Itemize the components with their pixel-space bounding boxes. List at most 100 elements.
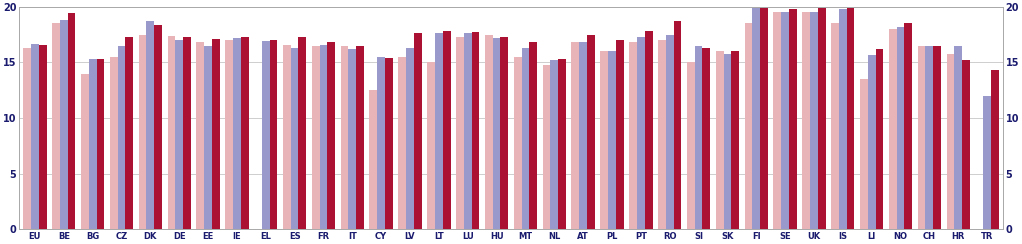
- Bar: [818, 7, 826, 229]
- Bar: [600, 51, 608, 229]
- Bar: [774, 12, 781, 229]
- Bar: [860, 79, 868, 229]
- Bar: [991, 70, 998, 229]
- Bar: [846, 7, 854, 229]
- Bar: [745, 23, 752, 229]
- Bar: [933, 46, 941, 229]
- Bar: [889, 29, 896, 229]
- Bar: [760, 0, 768, 229]
- Bar: [558, 59, 566, 229]
- Bar: [357, 46, 364, 229]
- Bar: [810, 12, 818, 229]
- Bar: [616, 40, 623, 229]
- Bar: [896, 27, 904, 229]
- Bar: [781, 12, 789, 229]
- Bar: [501, 37, 508, 229]
- Bar: [702, 48, 710, 229]
- Bar: [399, 57, 406, 229]
- Bar: [752, 1, 760, 229]
- Bar: [118, 46, 126, 229]
- Bar: [146, 21, 154, 229]
- Bar: [579, 42, 587, 229]
- Bar: [983, 96, 991, 229]
- Bar: [789, 9, 797, 229]
- Bar: [802, 12, 810, 229]
- Bar: [204, 46, 212, 229]
- Bar: [377, 57, 385, 229]
- Bar: [126, 37, 133, 229]
- Bar: [109, 57, 118, 229]
- Bar: [270, 40, 277, 229]
- Bar: [493, 38, 501, 229]
- Bar: [290, 48, 298, 229]
- Bar: [946, 53, 955, 229]
- Bar: [637, 37, 645, 229]
- Bar: [414, 33, 422, 229]
- Bar: [456, 37, 464, 229]
- Bar: [630, 42, 637, 229]
- Bar: [435, 33, 443, 229]
- Bar: [320, 45, 327, 229]
- Bar: [695, 46, 702, 229]
- Bar: [551, 60, 558, 229]
- Bar: [715, 51, 724, 229]
- Bar: [283, 45, 290, 229]
- Bar: [52, 23, 60, 229]
- Bar: [31, 43, 39, 229]
- Bar: [673, 21, 682, 229]
- Bar: [521, 48, 529, 229]
- Bar: [241, 37, 248, 229]
- Bar: [340, 46, 349, 229]
- Bar: [370, 90, 377, 229]
- Bar: [312, 46, 320, 229]
- Bar: [233, 38, 241, 229]
- Bar: [385, 58, 392, 229]
- Bar: [608, 51, 616, 229]
- Bar: [60, 20, 67, 229]
- Bar: [868, 55, 876, 229]
- Bar: [168, 36, 176, 229]
- Bar: [918, 46, 926, 229]
- Bar: [926, 46, 933, 229]
- Bar: [732, 51, 739, 229]
- Bar: [529, 42, 538, 229]
- Bar: [262, 41, 270, 229]
- Bar: [687, 62, 695, 229]
- Bar: [904, 23, 913, 229]
- Bar: [839, 9, 846, 229]
- Bar: [139, 35, 146, 229]
- Bar: [471, 32, 479, 229]
- Bar: [89, 59, 96, 229]
- Bar: [543, 65, 551, 229]
- Bar: [183, 37, 191, 229]
- Bar: [67, 13, 76, 229]
- Bar: [571, 42, 579, 229]
- Bar: [196, 42, 204, 229]
- Bar: [406, 48, 414, 229]
- Bar: [212, 39, 220, 229]
- Bar: [724, 53, 732, 229]
- Bar: [665, 35, 673, 229]
- Bar: [24, 48, 31, 229]
- Bar: [955, 46, 962, 229]
- Bar: [327, 42, 335, 229]
- Bar: [39, 45, 47, 229]
- Bar: [514, 57, 521, 229]
- Bar: [427, 62, 435, 229]
- Bar: [464, 33, 471, 229]
- Bar: [225, 40, 233, 229]
- Bar: [176, 40, 183, 229]
- Bar: [658, 40, 665, 229]
- Bar: [443, 31, 451, 229]
- Bar: [298, 37, 307, 229]
- Bar: [96, 59, 104, 229]
- Bar: [349, 49, 357, 229]
- Bar: [587, 35, 595, 229]
- Bar: [962, 60, 970, 229]
- Bar: [154, 25, 162, 229]
- Bar: [484, 35, 493, 229]
- Bar: [831, 23, 839, 229]
- Bar: [645, 31, 652, 229]
- Bar: [81, 74, 89, 229]
- Bar: [876, 49, 883, 229]
